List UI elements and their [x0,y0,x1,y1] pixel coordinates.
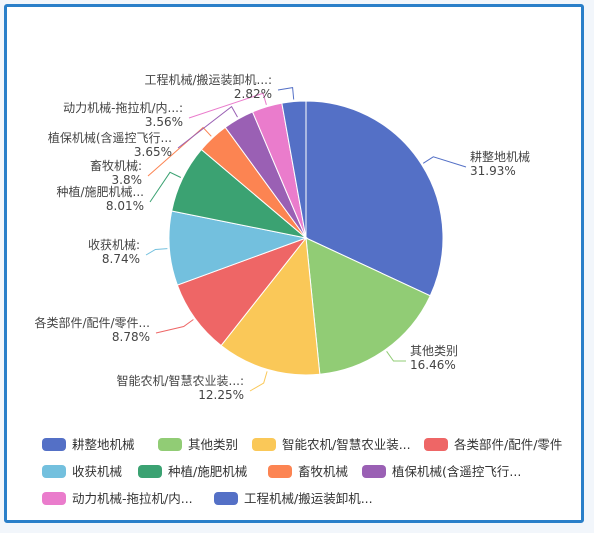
slice-label-name: 各类部件/配件/零件... [34,315,150,330]
leader-line [422,156,467,168]
legend-item[interactable]: 动力机械-拖拉机/内... [42,491,193,506]
legend-item[interactable]: 种植/施肥机械 [138,464,248,479]
legend-item[interactable]: 耕整地机械 [42,437,135,452]
slice-label-name: 畜牧机械: [90,158,142,173]
slice-label-name: 智能农机/智慧农业装...: [116,373,244,388]
pie-slice[interactable] [281,100,307,239]
slice-label-name: 其他类别 [410,344,458,358]
slice-label-percent: 31.93% [470,164,516,178]
legend-swatch [214,492,238,505]
slice-label-name: 动力机械-拖拉机/内...: [63,100,183,115]
legend-label: 种植/施肥机械 [168,464,248,479]
legend-label: 收获机械 [72,464,123,479]
legend-swatch [252,438,276,451]
legend-item[interactable]: 植保机械(含遥控飞行... [362,464,521,479]
legend-swatch [42,465,66,478]
legend-item[interactable]: 其他类别 [158,437,238,452]
legend-label: 智能农机/智慧农业装... [282,437,411,452]
pie-slice[interactable] [220,236,321,376]
legend-item[interactable]: 工程机械/搬运装卸机... [214,491,373,506]
legend-label: 动力机械-拖拉机/内... [72,491,193,506]
leader-line [386,351,406,362]
legend-item[interactable]: 智能农机/智慧农业装... [252,437,411,452]
legend-item[interactable]: 畜牧机械 [268,464,349,479]
pie-slices [168,100,444,376]
legend-label: 耕整地机械 [72,437,135,452]
leader-line [149,171,182,203]
legend-label: 各类部件/配件/零件 [454,437,562,452]
legend-label: 畜牧机械 [298,464,349,479]
legend-label: 植保机械(含遥控飞行... [392,464,521,479]
legend-label: 其他类别 [188,437,238,452]
legend-swatch [158,438,182,451]
slice-label-name: 工程机械/搬运装卸机...: [144,72,272,87]
legend-swatch [42,438,66,451]
slice-label-percent: 3.56% [145,115,183,129]
leader-line [188,92,267,119]
pie-slice[interactable] [305,237,431,375]
slice-label-percent: 8.01% [106,199,144,213]
leader-line [147,126,212,177]
legend-item[interactable]: 各类部件/配件/零件 [424,437,562,452]
leader-line [277,87,295,100]
legend-swatch [42,492,66,505]
slice-label-percent: 2.82% [234,87,272,101]
slice-label-name: 种植/施肥机械... [57,184,145,199]
legend-swatch [268,465,292,478]
legend-label: 工程机械/搬运装卸机... [244,491,373,506]
leader-line [177,105,238,149]
leader-line [145,248,168,256]
slice-label-percent: 3.8% [112,173,143,187]
leader-lines [145,87,467,392]
slice-label-percent: 8.78% [112,330,150,344]
leader-line [249,371,268,392]
legend-swatch [138,465,162,478]
slice-label-name: 植保机械(含遥控飞行... [48,130,172,145]
legend-item[interactable]: 收获机械 [42,464,123,479]
pie-slice[interactable] [305,100,444,297]
slice-label-percent: 8.74% [102,252,140,266]
leader-line [155,319,194,334]
slice-label-name: 收获机械: [88,237,140,252]
legend-swatch [362,465,386,478]
slice-label-percent: 3.65% [134,145,172,159]
slice-label-percent: 16.46% [410,358,456,372]
slice-label-percent: 12.25% [198,388,244,402]
legend-swatch [424,438,448,451]
slice-label-name: 耕整地机械 [470,149,530,164]
